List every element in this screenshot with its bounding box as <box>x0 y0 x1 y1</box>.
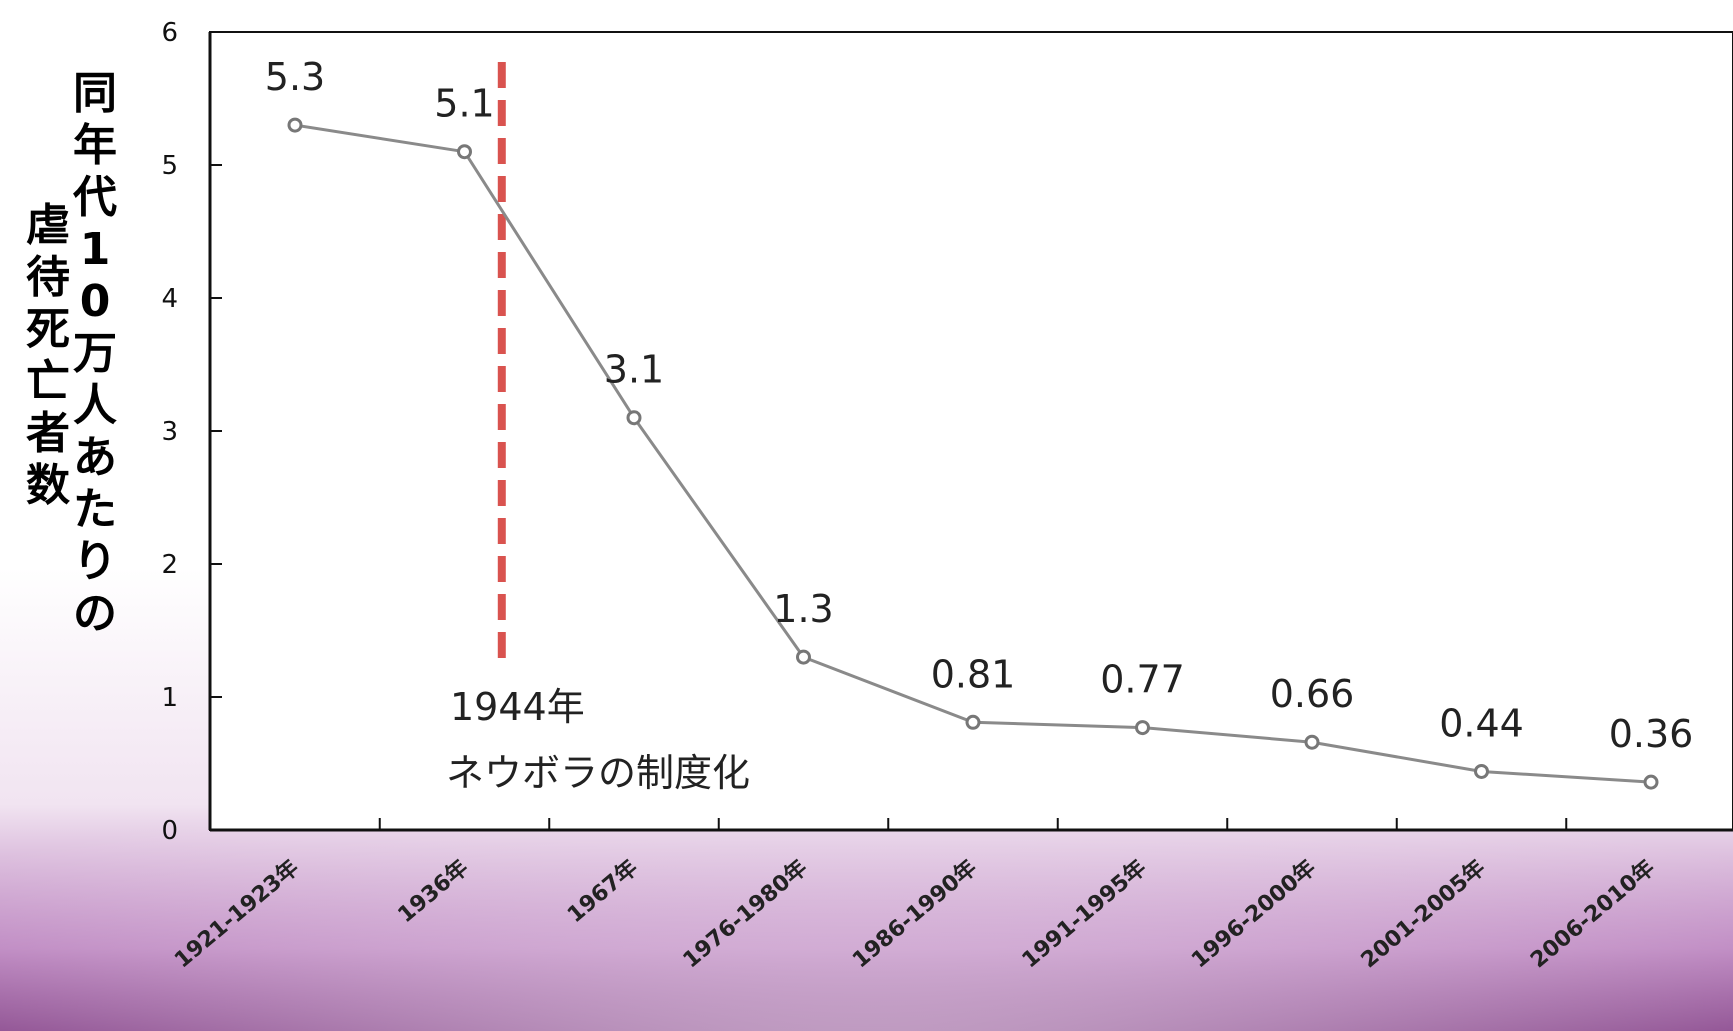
y-axis-label-char: 者 <box>26 408 70 459</box>
data-point <box>796 649 811 665</box>
y-axis-label-char: 待 <box>26 252 70 303</box>
y-axis-label-char: 数 <box>26 460 70 511</box>
y-axis-label-char: の <box>73 588 117 639</box>
data-label: 0.36 <box>1609 712 1694 756</box>
y-axis-label-char: 死 <box>26 304 70 355</box>
y-axis-label-char: 同 <box>73 68 117 119</box>
y-axis-label-char: 1 <box>80 224 111 275</box>
y-tick-label: 5 <box>161 151 178 181</box>
y-tick-label: 4 <box>161 284 178 314</box>
y-axis-label-char: り <box>73 536 117 587</box>
y-axis-label-char: 人 <box>73 380 117 431</box>
y-tick-label: 3 <box>161 417 178 447</box>
data-label: 0.77 <box>1100 658 1185 702</box>
data-points <box>287 117 1659 790</box>
data-point <box>1643 774 1659 790</box>
data-label: 0.81 <box>931 652 1016 696</box>
data-label: 1.3 <box>773 587 833 631</box>
data-label: 5.1 <box>434 82 494 126</box>
y-tick-label: 1 <box>161 683 178 713</box>
y-axis-label-char: 虐 <box>26 200 70 251</box>
data-point <box>965 714 981 730</box>
data-point <box>457 144 472 160</box>
data-label: 0.44 <box>1439 701 1524 745</box>
y-axis-label-char: 年 <box>73 120 117 171</box>
data-point <box>1304 734 1320 750</box>
y-axis-label-char: 亡 <box>26 356 70 407</box>
data-point <box>1135 720 1150 736</box>
data-point <box>1474 763 1489 779</box>
y-axis-label-char: あ <box>73 432 117 483</box>
data-label: 5.3 <box>265 55 325 99</box>
data-point <box>626 410 642 426</box>
annotation-line-2: ネウボラの制度化 <box>446 751 750 795</box>
annotation-line-1: 1944年 <box>450 685 585 729</box>
y-tick-label: 6 <box>161 18 178 48</box>
y-axis-label-char: 代 <box>72 172 117 223</box>
y-axis-label-char: 0 <box>80 276 111 327</box>
data-label: 3.1 <box>604 348 664 392</box>
data-labels: 5.3 5.1 3.1 1.3 0.81 0.77 0.66 0.44 0.36 <box>265 55 1694 756</box>
y-axis-label-char: 万 <box>73 328 117 379</box>
y-tick-label: 0 <box>161 816 178 846</box>
y-tick-label: 2 <box>161 550 178 580</box>
y-ticks: 0 1 2 3 4 5 6 <box>161 18 222 846</box>
y-axis-label-char: た <box>73 484 117 535</box>
plot-area <box>209 31 1733 831</box>
data-label: 0.66 <box>1270 672 1355 716</box>
data-point <box>287 117 303 133</box>
